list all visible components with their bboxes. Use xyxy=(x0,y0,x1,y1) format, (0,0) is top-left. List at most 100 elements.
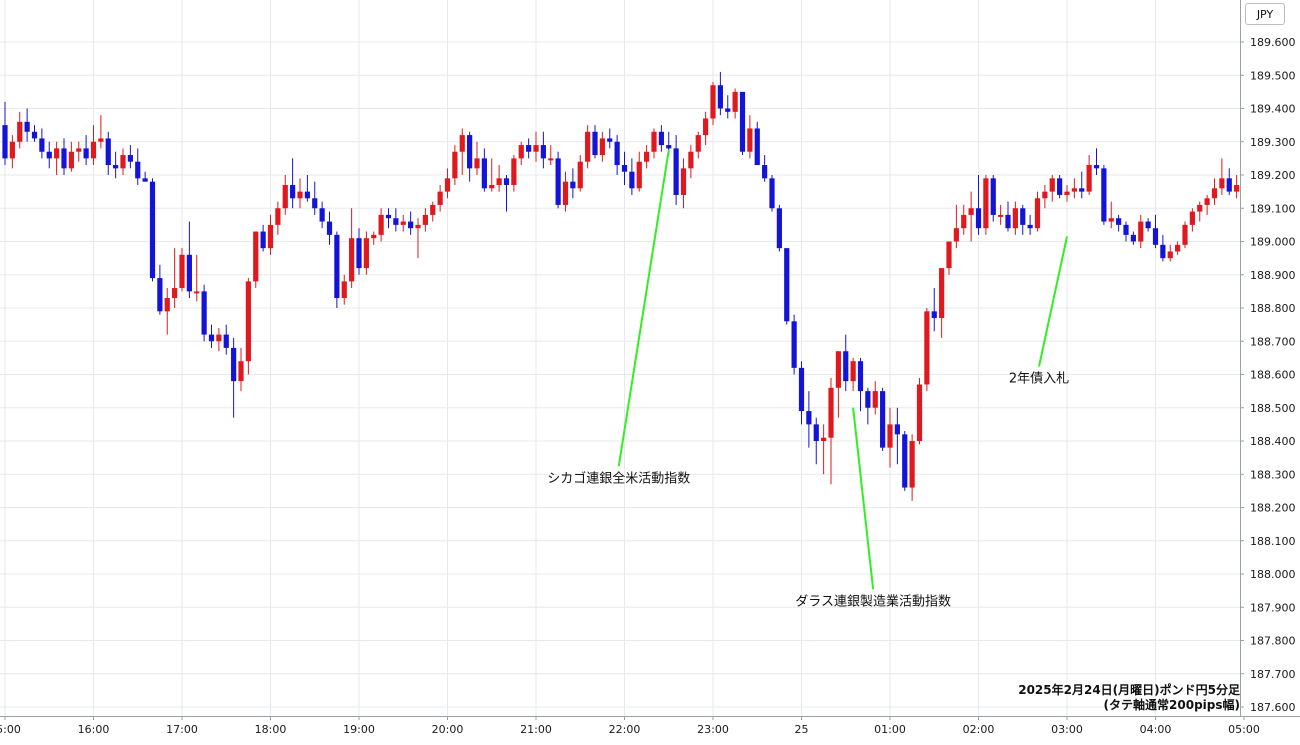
candle xyxy=(1012,201,1018,235)
candle-body xyxy=(194,291,200,294)
candle xyxy=(444,168,451,199)
candle xyxy=(939,268,945,338)
candle xyxy=(349,208,355,289)
candle-body xyxy=(931,311,937,318)
candle-body xyxy=(267,224,274,249)
price-tick-label: 189.200 xyxy=(1250,169,1296,182)
candle-body xyxy=(378,214,384,235)
candle xyxy=(1101,165,1107,225)
candle xyxy=(1079,171,1085,199)
candle-body xyxy=(444,178,451,192)
candle xyxy=(216,327,222,352)
candle-body xyxy=(1101,168,1107,222)
candle-body xyxy=(1145,221,1151,229)
candle-body xyxy=(76,148,82,152)
candle-body xyxy=(489,184,495,189)
annotation-label: シカゴ連銀全米活動指数 xyxy=(547,470,690,486)
time-tick-label: 02:00 xyxy=(963,723,995,736)
candle xyxy=(1042,184,1048,209)
candle xyxy=(223,324,229,355)
candle-body xyxy=(791,321,797,368)
candle xyxy=(489,158,495,192)
chart-grid xyxy=(0,0,1245,716)
candle xyxy=(636,151,642,192)
candle-body xyxy=(592,131,598,156)
candle xyxy=(548,145,554,166)
candle xyxy=(703,111,709,146)
candle xyxy=(533,131,539,162)
candle xyxy=(437,184,443,212)
candle xyxy=(452,145,458,185)
candle xyxy=(857,357,864,412)
candle-body xyxy=(216,334,222,342)
candle-body xyxy=(1197,204,1203,212)
price-tick-label: 187.700 xyxy=(1250,668,1296,681)
price-axis[interactable]: 189.600 189.500 189.400 189.300 189.200 189.1… xyxy=(1240,0,1300,745)
candle-body xyxy=(17,121,23,142)
candle-body xyxy=(946,241,952,269)
candle-body xyxy=(2,125,8,159)
candle xyxy=(592,125,598,159)
candle-body xyxy=(1138,221,1144,242)
candle xyxy=(1071,178,1077,199)
time-axis[interactable]: 15:00 16:00 17:00 18:00 19:00 20:00 21:00 22:00… xyxy=(0,716,1300,745)
candle-body xyxy=(142,178,148,182)
candle-body xyxy=(363,238,369,269)
candle xyxy=(61,138,67,175)
candle xyxy=(983,175,989,235)
annotation-label: 2年債入札 xyxy=(1009,372,1069,387)
candle xyxy=(1086,155,1092,195)
candle-body xyxy=(304,191,310,199)
candle xyxy=(961,204,967,235)
candle-body xyxy=(326,221,333,235)
candle-body xyxy=(1071,188,1077,192)
price-tick-label: 188.400 xyxy=(1250,435,1296,448)
candle xyxy=(732,88,738,119)
candle xyxy=(975,175,982,235)
currency-button[interactable]: JPY xyxy=(1245,3,1285,25)
time-tick-label: 25 xyxy=(795,723,809,736)
candle xyxy=(769,175,775,212)
candle xyxy=(1005,201,1011,232)
candle xyxy=(1204,194,1210,215)
candle xyxy=(253,231,259,289)
candle-body xyxy=(105,138,111,166)
candle xyxy=(865,387,871,425)
candle-body xyxy=(806,411,812,425)
candle xyxy=(503,175,510,212)
candle-body xyxy=(312,198,318,209)
candle-body xyxy=(968,208,974,215)
candle xyxy=(754,121,760,166)
candle-body xyxy=(540,145,546,159)
candle xyxy=(629,158,635,195)
candle xyxy=(695,131,701,159)
candle xyxy=(385,208,392,229)
candle-body xyxy=(939,268,945,318)
candle xyxy=(356,228,362,275)
candle-body xyxy=(290,184,296,199)
candle-body xyxy=(555,158,561,205)
chart-footer: 2025年2月24日(月曜日)ポンド円5分足 (タテ軸通常200pips幅) xyxy=(1018,682,1240,712)
candle xyxy=(231,337,237,418)
candle xyxy=(968,191,974,242)
price-tick-label: 188.900 xyxy=(1250,269,1296,282)
candle-body xyxy=(157,278,163,312)
candle xyxy=(710,81,716,126)
candle xyxy=(739,91,746,156)
candle xyxy=(1123,221,1129,242)
candle xyxy=(946,241,952,275)
candle-body xyxy=(253,231,259,282)
candle-body xyxy=(599,138,605,156)
candle xyxy=(378,208,384,242)
candle xyxy=(570,168,576,199)
candle xyxy=(1152,214,1159,249)
candle-body xyxy=(496,178,502,185)
time-tick-label: 20:00 xyxy=(432,723,464,736)
candle-body xyxy=(260,231,266,249)
candle-body xyxy=(430,204,436,215)
candle xyxy=(430,201,436,222)
candle-body xyxy=(998,214,1004,217)
price-tick-label: 189.100 xyxy=(1250,202,1296,215)
candle xyxy=(17,111,23,149)
